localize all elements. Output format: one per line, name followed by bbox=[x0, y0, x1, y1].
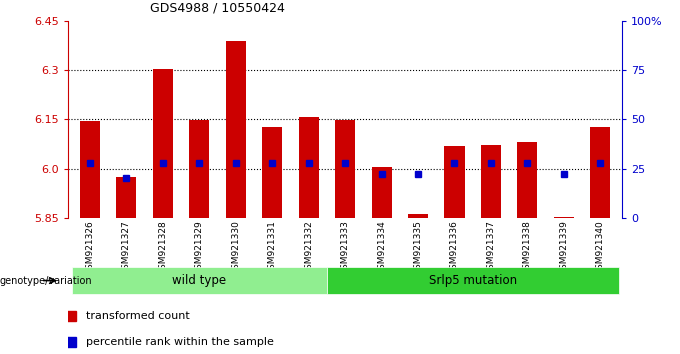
Bar bbox=[116, 177, 137, 218]
Text: GDS4988 / 10550424: GDS4988 / 10550424 bbox=[150, 1, 284, 14]
Text: GSM921336: GSM921336 bbox=[450, 220, 459, 275]
Bar bbox=[481, 145, 501, 218]
Text: GSM921326: GSM921326 bbox=[86, 220, 95, 275]
Text: Srlp5 mutation: Srlp5 mutation bbox=[428, 274, 517, 287]
Text: GSM921339: GSM921339 bbox=[560, 220, 568, 275]
Text: transformed count: transformed count bbox=[86, 311, 190, 321]
Text: GSM921335: GSM921335 bbox=[413, 220, 422, 275]
Bar bbox=[80, 121, 100, 218]
Text: GSM921333: GSM921333 bbox=[341, 220, 350, 275]
Bar bbox=[335, 120, 355, 218]
Text: GSM921327: GSM921327 bbox=[122, 220, 131, 275]
Text: GSM921331: GSM921331 bbox=[268, 220, 277, 275]
Bar bbox=[590, 127, 611, 218]
Bar bbox=[371, 167, 392, 218]
Text: GSM921328: GSM921328 bbox=[158, 220, 167, 275]
Bar bbox=[189, 120, 209, 218]
Bar bbox=[327, 267, 619, 294]
Bar bbox=[408, 214, 428, 218]
Text: GSM921334: GSM921334 bbox=[377, 220, 386, 275]
Text: genotype/variation: genotype/variation bbox=[0, 275, 92, 286]
Bar bbox=[262, 127, 282, 218]
Bar bbox=[299, 117, 319, 218]
Bar bbox=[226, 41, 245, 218]
Text: GSM921330: GSM921330 bbox=[231, 220, 240, 275]
Bar bbox=[517, 142, 537, 218]
Text: GSM921337: GSM921337 bbox=[486, 220, 496, 275]
Text: GSM921340: GSM921340 bbox=[596, 220, 605, 275]
Text: wild type: wild type bbox=[172, 274, 226, 287]
Text: percentile rank within the sample: percentile rank within the sample bbox=[86, 337, 274, 348]
Bar bbox=[445, 145, 464, 218]
Text: GSM921329: GSM921329 bbox=[194, 220, 204, 275]
Bar bbox=[153, 69, 173, 218]
Bar bbox=[71, 267, 327, 294]
Text: GSM921338: GSM921338 bbox=[523, 220, 532, 275]
Text: GSM921332: GSM921332 bbox=[304, 220, 313, 275]
